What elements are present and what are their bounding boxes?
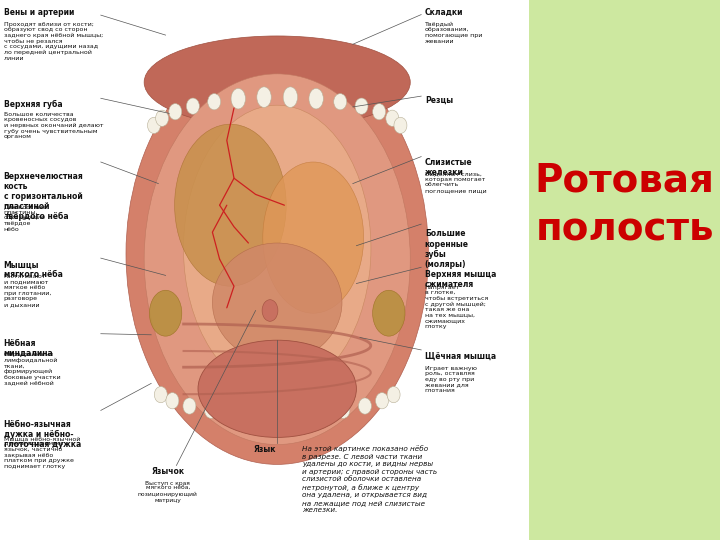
Text: Язык: Язык: [253, 446, 276, 455]
Ellipse shape: [212, 243, 342, 362]
Ellipse shape: [156, 110, 168, 126]
Ellipse shape: [166, 393, 179, 409]
Text: Мышца нёбно-язычной
дужки поднимает
язычок, частично
закрывая нёбо
платком при д: Мышца нёбно-язычной дужки поднимает языч…: [4, 436, 80, 469]
Ellipse shape: [312, 405, 325, 421]
Text: Мышцы
мягкого нёба: Мышцы мягкого нёба: [4, 260, 63, 279]
Bar: [529, 0, 720, 540]
Text: Растягивают
и поднимают
мягкое нёбо
при глотании,
разговоре
и дыхании: Растягивают и поднимают мягкое нёбо при …: [4, 274, 51, 307]
Ellipse shape: [175, 124, 287, 286]
Ellipse shape: [231, 89, 246, 109]
Text: Выделяют слизь,
которая помогает
облегчить
поглощение пищи: Выделяют слизь, которая помогает облегчи…: [425, 171, 487, 193]
Ellipse shape: [144, 74, 410, 444]
Ellipse shape: [144, 36, 410, 129]
Ellipse shape: [154, 387, 167, 403]
Text: Слизистые
железки: Слизистые железки: [425, 158, 472, 177]
Ellipse shape: [373, 104, 386, 120]
Ellipse shape: [184, 105, 371, 392]
Ellipse shape: [150, 291, 181, 336]
Text: Твёрдый
образования,
помогающие при
жевании: Твёрдый образования, помогающие при жева…: [425, 22, 482, 44]
Ellipse shape: [257, 407, 270, 423]
Ellipse shape: [263, 162, 364, 313]
Ellipse shape: [373, 291, 405, 336]
Text: Вены и артерии: Вены и артерии: [4, 8, 74, 17]
Ellipse shape: [230, 405, 243, 421]
Text: Верхняя губа: Верхняя губа: [4, 100, 62, 109]
Text: Выступ с края
мягкого нёба,
позиционирующий
матрицу: Выступ с края мягкого нёба, позиционирую…: [138, 481, 198, 503]
Ellipse shape: [284, 407, 297, 423]
Text: Две костные
пластины,
образующие
твёрдое
нёбо: Две костные пластины, образующие твёрдое…: [4, 204, 46, 232]
Ellipse shape: [186, 98, 199, 114]
Ellipse shape: [168, 104, 181, 120]
Text: Верхнечелюстная
кость
с горизонтальной
пластиной
твёрдого нёба: Верхнечелюстная кость с горизонтальной п…: [4, 172, 84, 221]
Text: Складки: Складки: [425, 8, 463, 17]
Ellipse shape: [208, 93, 220, 110]
Text: Нёбная
миндалина: Нёбная миндалина: [4, 339, 53, 358]
Ellipse shape: [126, 43, 428, 464]
Text: Большое количества
кровеносных сосудов
и нервных окончаний делают
губу очень чув: Большое количества кровеносных сосудов и…: [4, 112, 103, 139]
Ellipse shape: [386, 110, 399, 126]
Text: На этой картинке показано нёбо
в разрезе. С левой части ткани
удалены до кости, : На этой картинке показано нёбо в разрезе…: [302, 446, 438, 514]
Ellipse shape: [333, 93, 347, 110]
Text: Нёбно-язычная
дужка и нёбно-
глоточная дужка: Нёбно-язычная дужка и нёбно- глоточная д…: [4, 420, 81, 449]
Text: Напрягает
в глотке,
чтобы встретиться
с другой мышцей;
такая же она
на тех мышцы: Напрягает в глотке, чтобы встретиться с …: [425, 285, 488, 329]
Ellipse shape: [376, 393, 389, 409]
Ellipse shape: [309, 89, 323, 109]
Text: Большие
коренные
зубы
(моляры): Большие коренные зубы (моляры): [425, 230, 469, 269]
Ellipse shape: [262, 300, 278, 321]
Ellipse shape: [198, 340, 356, 437]
Ellipse shape: [359, 398, 372, 414]
Ellipse shape: [204, 402, 217, 418]
Ellipse shape: [394, 117, 407, 133]
Ellipse shape: [148, 117, 161, 133]
Ellipse shape: [355, 98, 368, 114]
Text: Играет важную
роль, оставляя
еду во рту при
жевании для
глотания: Играет важную роль, оставляя еду во рту …: [425, 366, 477, 393]
Text: Язычок: Язычок: [151, 467, 184, 476]
Ellipse shape: [257, 87, 271, 107]
Ellipse shape: [183, 398, 196, 414]
Text: Щёчная мышца: Щёчная мышца: [425, 352, 496, 361]
Text: Ротовая
полость: Ротовая полость: [534, 162, 714, 248]
Text: Проходят вблизи от кости;
образуют свод со сторон
заднего края нёбной мышцы;
что: Проходят вблизи от кости; образуют свод …: [4, 22, 103, 60]
Ellipse shape: [337, 402, 350, 418]
Ellipse shape: [387, 387, 400, 403]
Text: Верхняя мышца
сжимателя: Верхняя мышца сжимателя: [425, 270, 496, 289]
Text: Образована из
лимфоидальной
ткани,
формирующей
боковые участки
задней нёбной: Образована из лимфоидальной ткани, форми…: [4, 352, 60, 386]
Bar: [0, 0, 529, 540]
Text: Резцы: Резцы: [425, 96, 453, 105]
Ellipse shape: [283, 87, 297, 107]
